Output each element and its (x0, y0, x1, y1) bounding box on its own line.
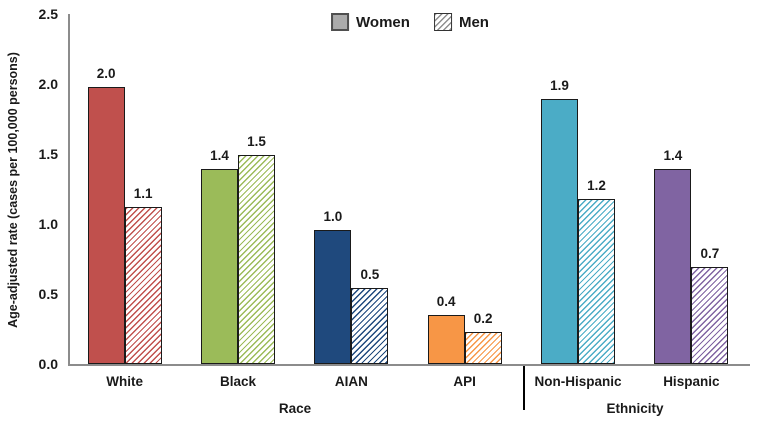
bar-value-men-white: 1.1 (133, 186, 153, 201)
bar-value-women-api: 0.4 (436, 294, 456, 309)
bar-value-women-non-hispanic: 1.9 (550, 78, 569, 93)
x-label-black: Black (219, 374, 257, 389)
bar-women-black (201, 169, 238, 364)
bar-value-women-aian: 1.0 (323, 209, 343, 224)
y-tick-label-0.5: 0.5 (38, 286, 58, 302)
y-tick-label-0.0: 0.0 (38, 356, 58, 372)
race-ethnicity-divider (523, 366, 525, 410)
bar-women-aian (314, 230, 352, 364)
section-label-ethnicity: Ethnicity (606, 401, 664, 416)
bar-value-men-black: 1.5 (247, 134, 266, 149)
legend-swatch-women-icon (331, 13, 350, 31)
legend-label-men: Men (458, 13, 489, 31)
bar-value-men-aian: 0.5 (360, 267, 380, 282)
bar-value-women-white: 2.0 (96, 66, 116, 81)
y-tick-label-1.5: 1.5 (38, 146, 58, 162)
plot-area (68, 14, 750, 366)
x-label-api: API (453, 374, 476, 389)
bar-value-men-hispanic: 0.7 (700, 246, 720, 261)
bar-men-api (464, 332, 502, 364)
bar-women-white (87, 87, 125, 364)
x-label-hispanic: Hispanic (663, 374, 720, 389)
bar-women-api (427, 315, 465, 364)
bar-value-men-non-hispanic: 1.2 (587, 178, 606, 193)
bar-men-white (124, 207, 162, 364)
y-tick-label-2.5: 2.5 (38, 6, 58, 22)
bar-value-women-hispanic: 1.4 (663, 148, 683, 163)
bar-men-hispanic (691, 267, 729, 364)
legend-label-women: Women (356, 13, 410, 31)
bar-men-non-hispanic (578, 199, 615, 364)
y-tick-label-2.0: 2.0 (38, 76, 58, 92)
bar-men-aian (351, 288, 389, 364)
bar-value-women-black: 1.4 (210, 148, 229, 163)
y-tick-label-1.0: 1.0 (38, 216, 58, 232)
x-label-aian: AIAN (334, 374, 368, 389)
legend-swatch-men-icon (433, 13, 452, 31)
legend: Women Men (331, 13, 489, 31)
bar-women-hispanic (654, 169, 692, 364)
bar-men-black (238, 155, 275, 364)
x-label-non-hispanic: Non-Hispanic (534, 374, 622, 389)
bar-value-men-api: 0.2 (473, 311, 493, 326)
bar-women-non-hispanic (541, 99, 578, 364)
section-label-race: Race (278, 401, 312, 416)
legend-item-women: Women (331, 13, 410, 31)
legend-item-men: Men (433, 13, 489, 31)
x-label-white: White (106, 374, 144, 389)
